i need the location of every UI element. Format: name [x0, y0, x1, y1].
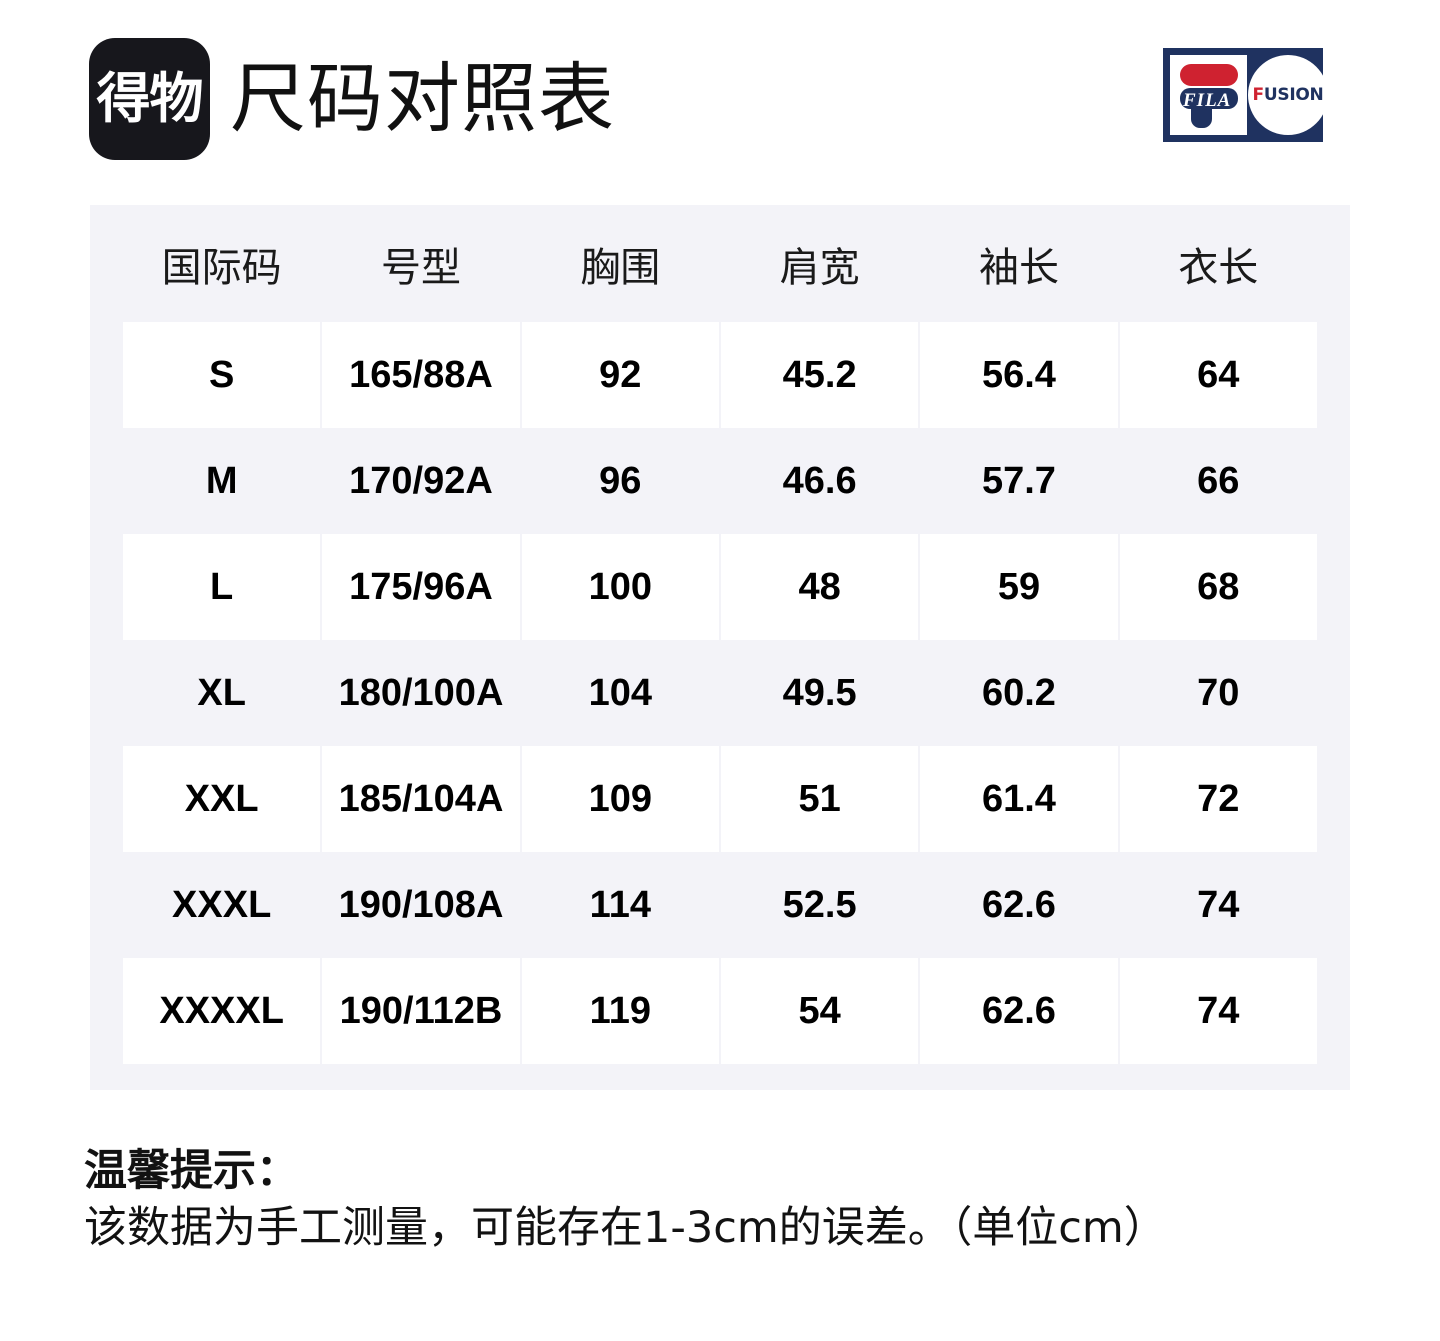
- table-header-row: 国际码 号型 胸围 肩宽 袖长 衣长: [123, 205, 1317, 322]
- measurement-note: 温馨提示： 该数据为手工测量，可能存在1-3cm的误差。（单位cm）: [84, 1143, 1374, 1257]
- cell-value: 49.5: [720, 640, 919, 746]
- column-header-0: 国际码: [161, 244, 282, 291]
- cell-value: 70: [1119, 640, 1317, 746]
- note-label: 温馨提示：: [84, 1146, 299, 1196]
- cell-value: 61.4: [920, 746, 1118, 852]
- page-header: 得物 尺码对照表 FILA F USION: [0, 0, 1440, 200]
- cell-value: 62.6: [920, 852, 1118, 958]
- column-header-3: 肩宽: [779, 244, 860, 291]
- cell-value: 45.2: [720, 322, 919, 428]
- cell-size-code: XXXXL: [123, 958, 321, 1064]
- cell-value: 62.6: [920, 958, 1118, 1064]
- table-row: M 170/92A 96 46.6 57.7 66: [123, 428, 1317, 534]
- fusion-f-letter: F: [1252, 84, 1265, 105]
- size-table-head: 国际码 号型 胸围 肩宽 袖长 衣长: [123, 205, 1317, 322]
- page-title: 尺码对照表: [230, 54, 615, 143]
- cell-size-code: S: [123, 322, 321, 428]
- size-table: 国际码 号型 胸围 肩宽 袖长 衣长 S 165/88A 92 45.2 56.4 64 M 170/9…: [121, 205, 1319, 1064]
- cell-value: 114: [521, 852, 719, 958]
- fila-red-bar-icon: [1180, 64, 1238, 86]
- cell-value: 74: [1119, 852, 1317, 958]
- cell-value: 52.5: [720, 852, 919, 958]
- dewu-app-logo: 得物: [89, 38, 210, 160]
- cell-size-code: XL: [123, 640, 321, 746]
- fusion-wordmark: F USION: [1252, 84, 1324, 105]
- cell-value: 66: [1119, 428, 1317, 534]
- dewu-logo-text: 得物: [96, 67, 204, 130]
- cell-value: 48: [720, 534, 919, 640]
- cell-value: 190/108A: [322, 852, 520, 958]
- cell-value: 64: [1119, 322, 1317, 428]
- cell-size-code: M: [123, 428, 321, 534]
- cell-size-code: XXXL: [123, 852, 321, 958]
- cell-value: 185/104A: [322, 746, 520, 852]
- brand-block: 得物 尺码对照表: [89, 38, 615, 160]
- fila-f-mark: FILA: [1170, 55, 1247, 135]
- table-row: XXL 185/104A 109 51 61.4 72: [123, 746, 1317, 852]
- column-header-1: 号型: [380, 244, 461, 291]
- note-body: 该数据为手工测量，可能存在1-3cm的误差。（单位cm）: [84, 1202, 1167, 1253]
- cell-value: 60.2: [920, 640, 1118, 746]
- fusion-circle: F USION: [1248, 55, 1328, 135]
- column-header-5: 衣长: [1178, 244, 1259, 291]
- cell-value: 68: [1119, 534, 1317, 640]
- table-row: XXXL 190/108A 114 52.5 62.6 74: [123, 852, 1317, 958]
- cell-value: 57.7: [920, 428, 1118, 534]
- table-row: XL 180/100A 104 49.5 60.2 70: [123, 640, 1317, 746]
- cell-value: 180/100A: [322, 640, 520, 746]
- cell-value: 51: [720, 746, 919, 852]
- cell-value: 46.6: [720, 428, 919, 534]
- cell-value: 72: [1119, 746, 1317, 852]
- cell-value: 54: [720, 958, 919, 1064]
- fila-f-shape-icon: [1180, 88, 1238, 128]
- cell-value: 175/96A: [322, 534, 520, 640]
- fila-fusion-logo: FILA F USION: [1163, 48, 1328, 142]
- size-table-body: S 165/88A 92 45.2 56.4 64 M 170/92A 96 46.6 57.7 66…: [123, 322, 1317, 1064]
- table-row: L 175/96A 100 48 59 68: [123, 534, 1317, 640]
- cell-value: 190/112B: [322, 958, 520, 1064]
- cell-value: 100: [521, 534, 719, 640]
- cell-value: 104: [521, 640, 719, 746]
- cell-value: 74: [1119, 958, 1317, 1064]
- cell-value: 59: [920, 534, 1118, 640]
- size-table-container: 国际码 号型 胸围 肩宽 袖长 衣长 S 165/88A 92 45.2 56.4 64 M 170/9…: [90, 205, 1350, 1090]
- cell-value: 96: [521, 428, 719, 534]
- cell-value: 119: [521, 958, 719, 1064]
- cell-value: 109: [521, 746, 719, 852]
- cell-size-code: L: [123, 534, 321, 640]
- fila-wordmark: FILA: [1183, 90, 1232, 111]
- column-header-2: 胸围: [580, 244, 661, 291]
- cell-size-code: XXL: [123, 746, 321, 852]
- cell-value: 170/92A: [322, 428, 520, 534]
- column-header-4: 袖长: [978, 244, 1059, 291]
- cell-value: 56.4: [920, 322, 1118, 428]
- cell-value: 165/88A: [322, 322, 520, 428]
- table-row: XXXXL 190/112B 119 54 62.6 74: [123, 958, 1317, 1064]
- cell-value: 92: [521, 322, 719, 428]
- fusion-rest-letters: USION: [1263, 84, 1324, 105]
- table-row: S 165/88A 92 45.2 56.4 64: [123, 322, 1317, 428]
